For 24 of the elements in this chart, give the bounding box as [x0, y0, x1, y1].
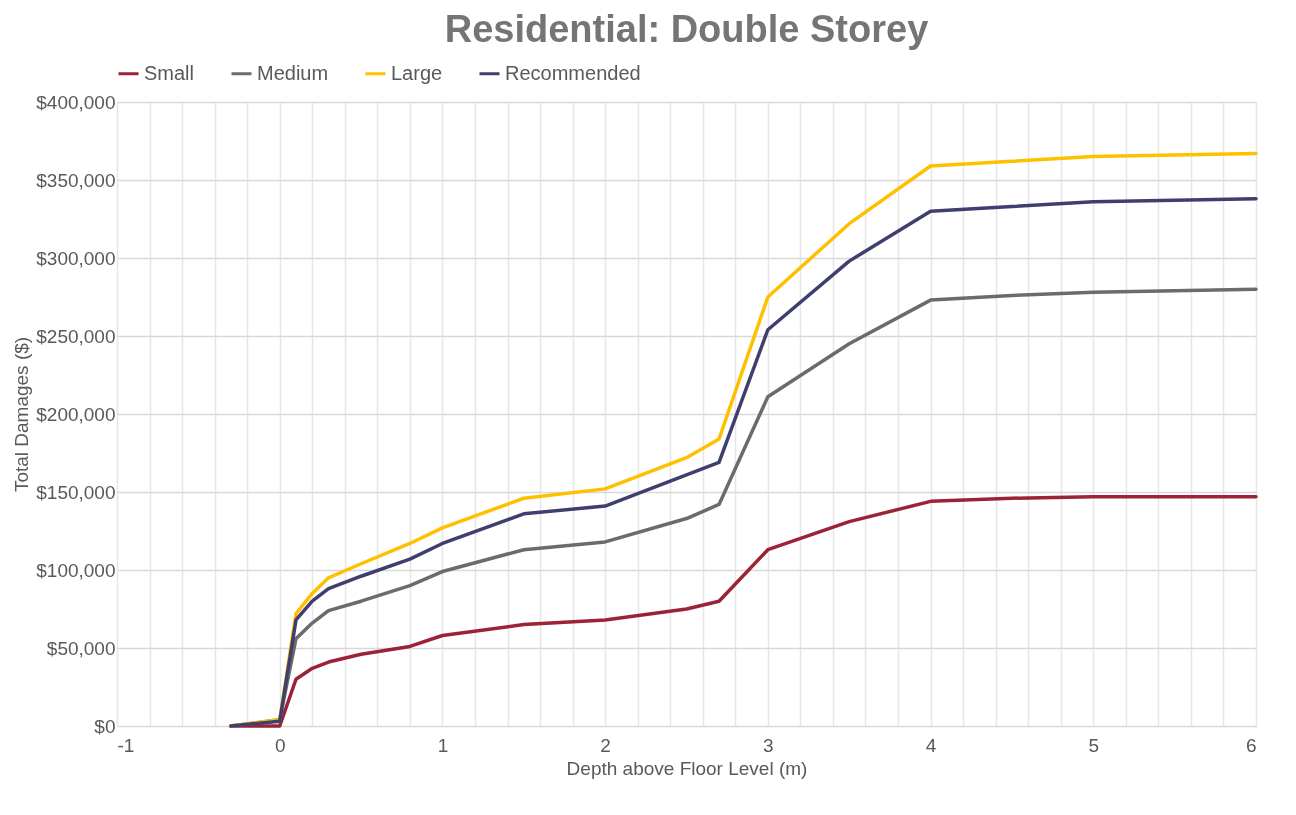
x-tick-label: -1	[117, 734, 135, 756]
y-tick-label: $150,000	[36, 481, 116, 503]
y-tick-label: $300,000	[36, 247, 116, 269]
x-tick-label: 3	[763, 734, 774, 756]
x-tick-label: 4	[925, 734, 937, 756]
x-axis-title: Depth above Floor Level (m)	[566, 757, 808, 779]
x-tick-label: 5	[1088, 734, 1100, 756]
x-tick-label: 2	[600, 734, 611, 756]
y-tick-label: $200,000	[36, 403, 116, 425]
chart-title: Residential: Double Storey	[444, 8, 929, 50]
legend-label: Medium	[257, 61, 329, 84]
y-axis-title: Total Damages ($)	[11, 336, 33, 493]
y-tick-label: $250,000	[36, 325, 116, 347]
y-tick-label: $400,000	[36, 91, 116, 113]
y-tick-label: $50,000	[46, 637, 116, 659]
y-tick-label: $0	[94, 715, 116, 737]
x-tick-label: 1	[437, 734, 449, 756]
legend-label: Large	[391, 61, 443, 84]
legend-label: Recommended	[505, 61, 641, 84]
y-tick-label: $100,000	[36, 559, 116, 581]
legend-label: Small	[144, 61, 195, 84]
x-tick-label: 0	[274, 734, 286, 756]
x-tick-label: 6	[1245, 734, 1257, 756]
y-tick-label: $350,000	[36, 169, 116, 191]
